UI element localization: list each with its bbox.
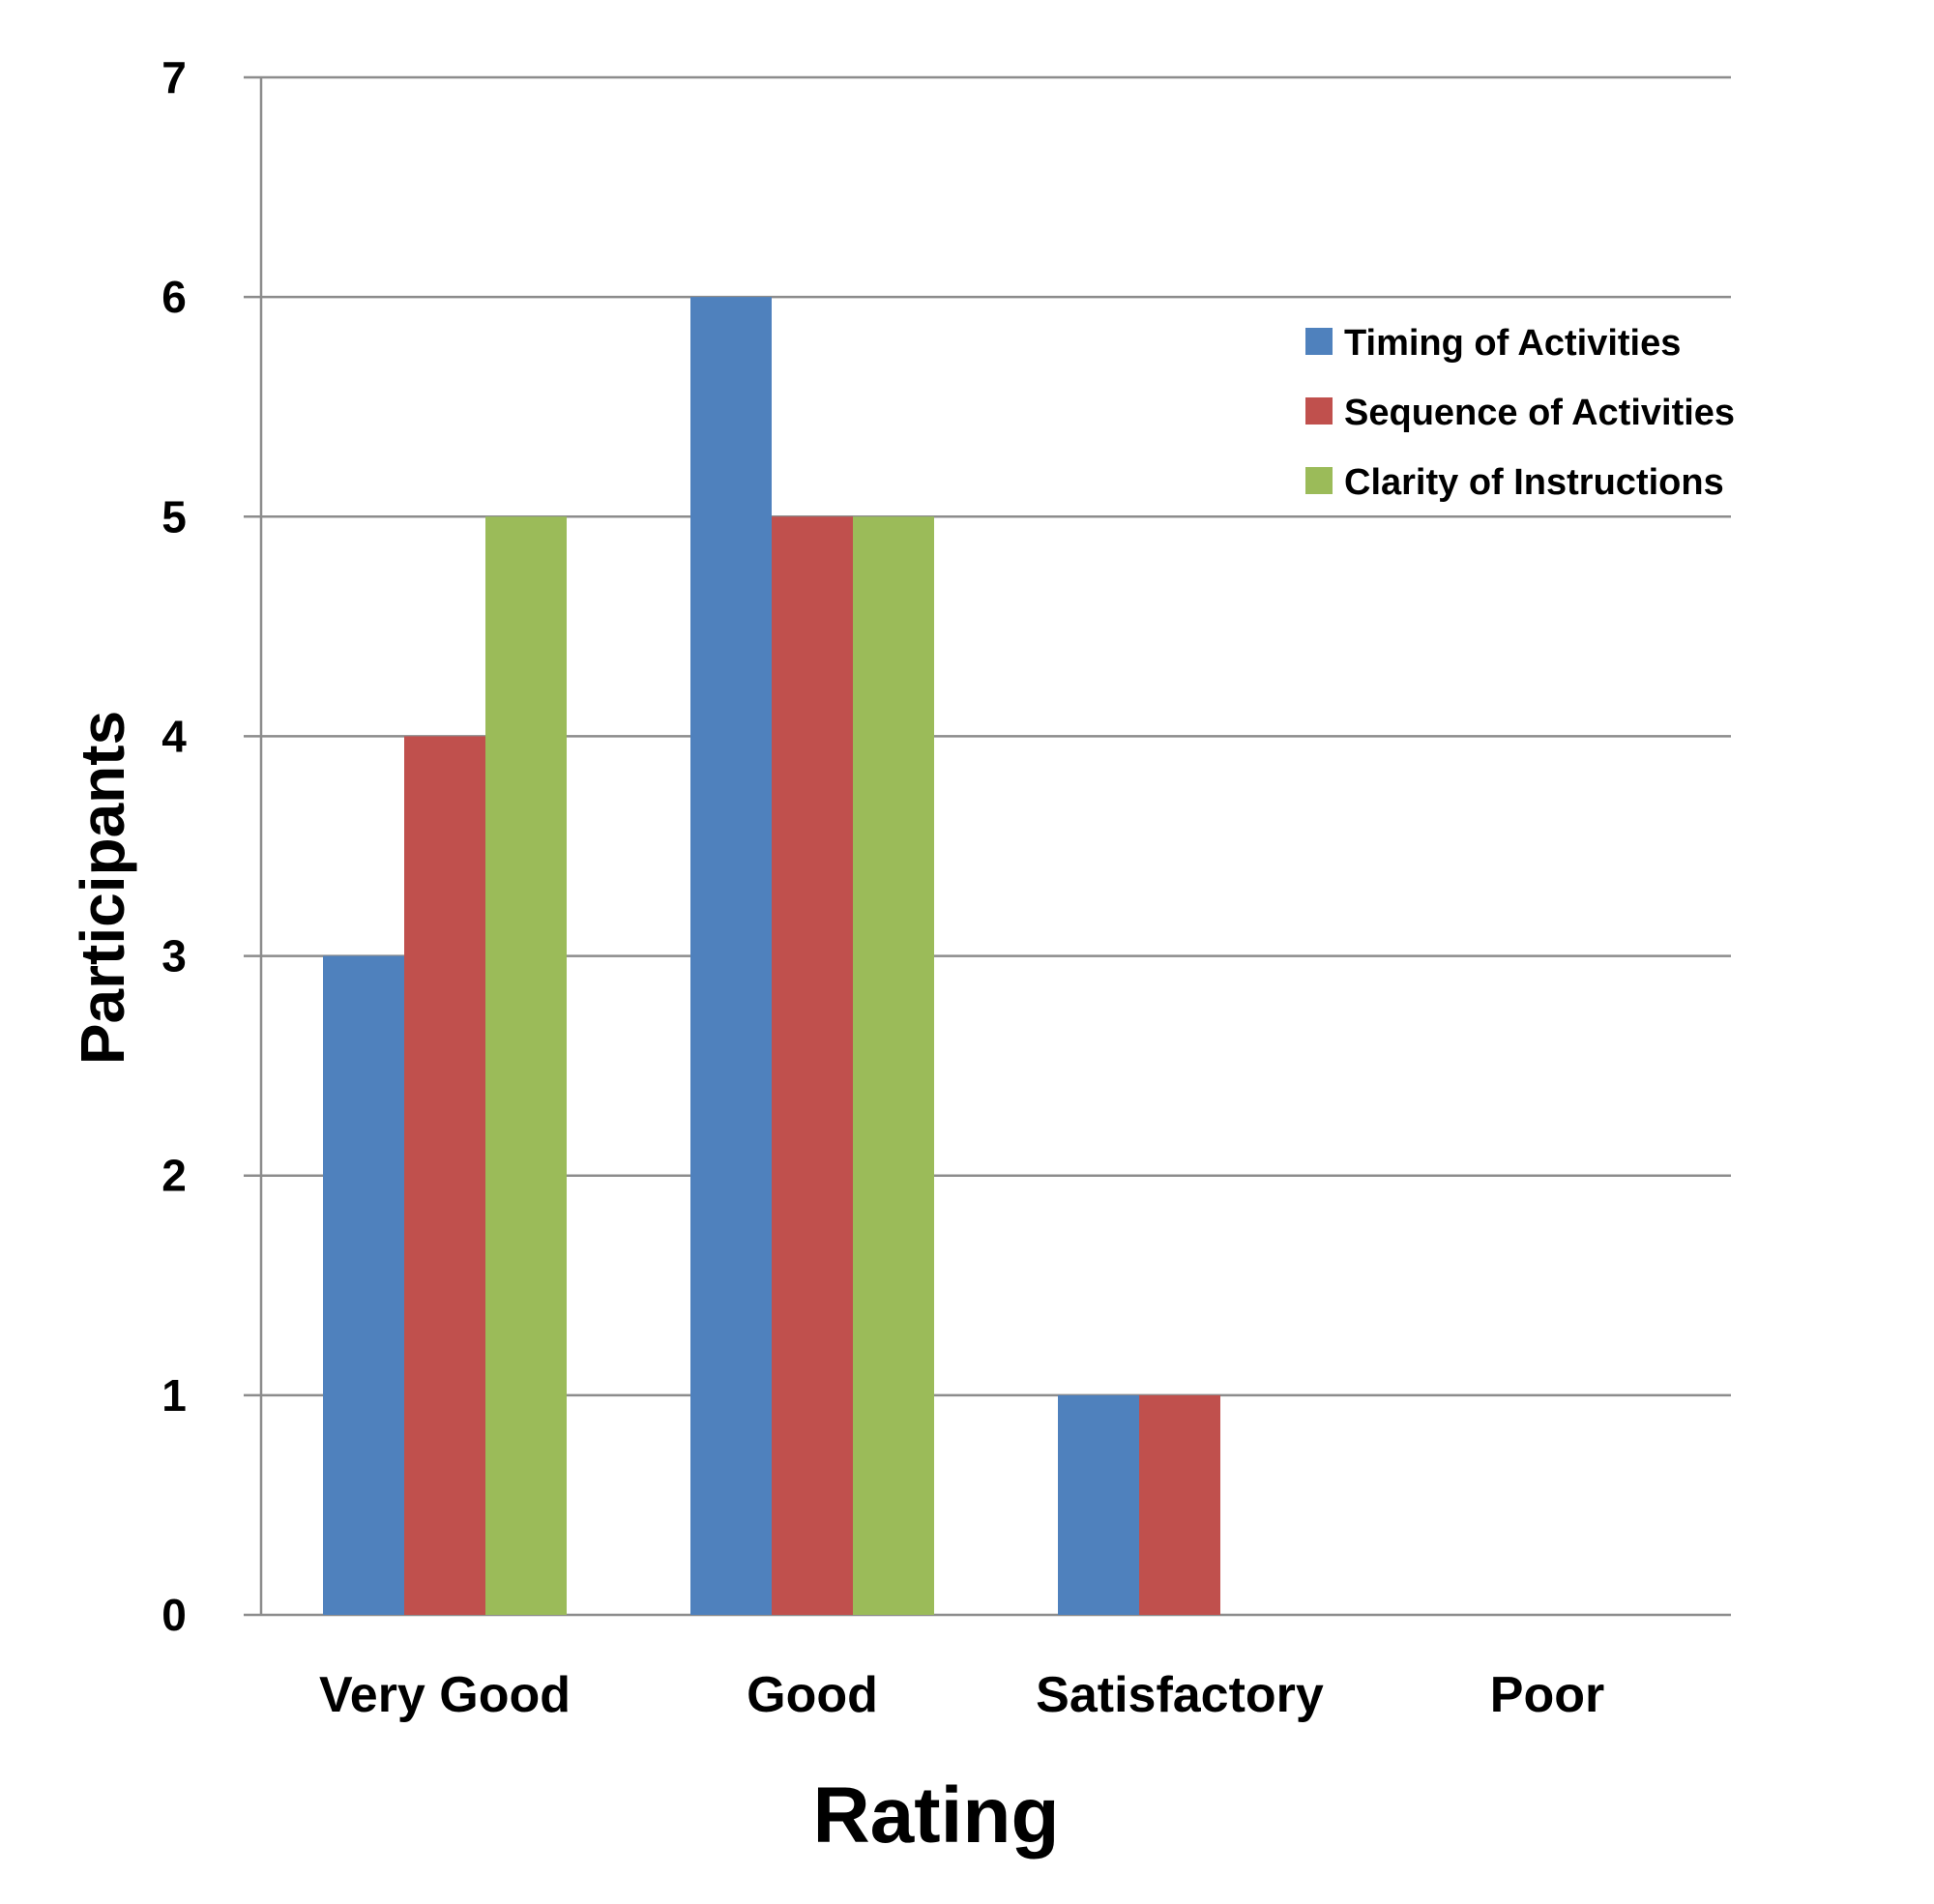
bar <box>485 516 567 1616</box>
x-category-label: Poor <box>1490 1667 1604 1723</box>
bar <box>404 736 485 1615</box>
y-tick-label: 4 <box>161 711 187 761</box>
y-tick-label: 6 <box>161 272 187 322</box>
bar <box>772 516 853 1616</box>
legend-label: Sequence of Activities <box>1344 393 1735 433</box>
bar <box>323 955 404 1615</box>
y-tick-label: 0 <box>161 1590 187 1640</box>
x-category-label: Good <box>747 1667 878 1723</box>
y-axis-title: Participants <box>68 711 137 1065</box>
y-tick-label: 1 <box>161 1370 187 1421</box>
bar <box>1139 1394 1220 1615</box>
bar <box>690 297 772 1616</box>
bar <box>853 516 934 1616</box>
y-tick-label: 3 <box>161 931 187 981</box>
legend-label: Clarity of Instructions <box>1344 462 1724 503</box>
legend-swatch <box>1305 467 1333 494</box>
legend: Timing of Activities Sequence of Activiti… <box>1305 323 1735 503</box>
y-tick-label: 2 <box>161 1151 187 1201</box>
x-category-label: Very Good <box>319 1667 571 1723</box>
y-tick-label: 7 <box>161 52 187 103</box>
y-tick-label: 5 <box>161 491 187 542</box>
legend-label: Timing of Activities <box>1344 323 1681 364</box>
legend-swatch <box>1305 397 1333 425</box>
x-axis-title: Rating <box>812 1772 1059 1860</box>
x-category-label: Satisfactory <box>1036 1667 1324 1723</box>
legend-swatch <box>1305 328 1333 355</box>
bar <box>1058 1394 1139 1615</box>
y-tick-labels: 0 1 2 3 4 5 6 7 <box>161 52 187 1640</box>
x-category-labels: Very Good Good Satisfactory Poor <box>319 1667 1604 1723</box>
bars <box>323 297 1220 1616</box>
